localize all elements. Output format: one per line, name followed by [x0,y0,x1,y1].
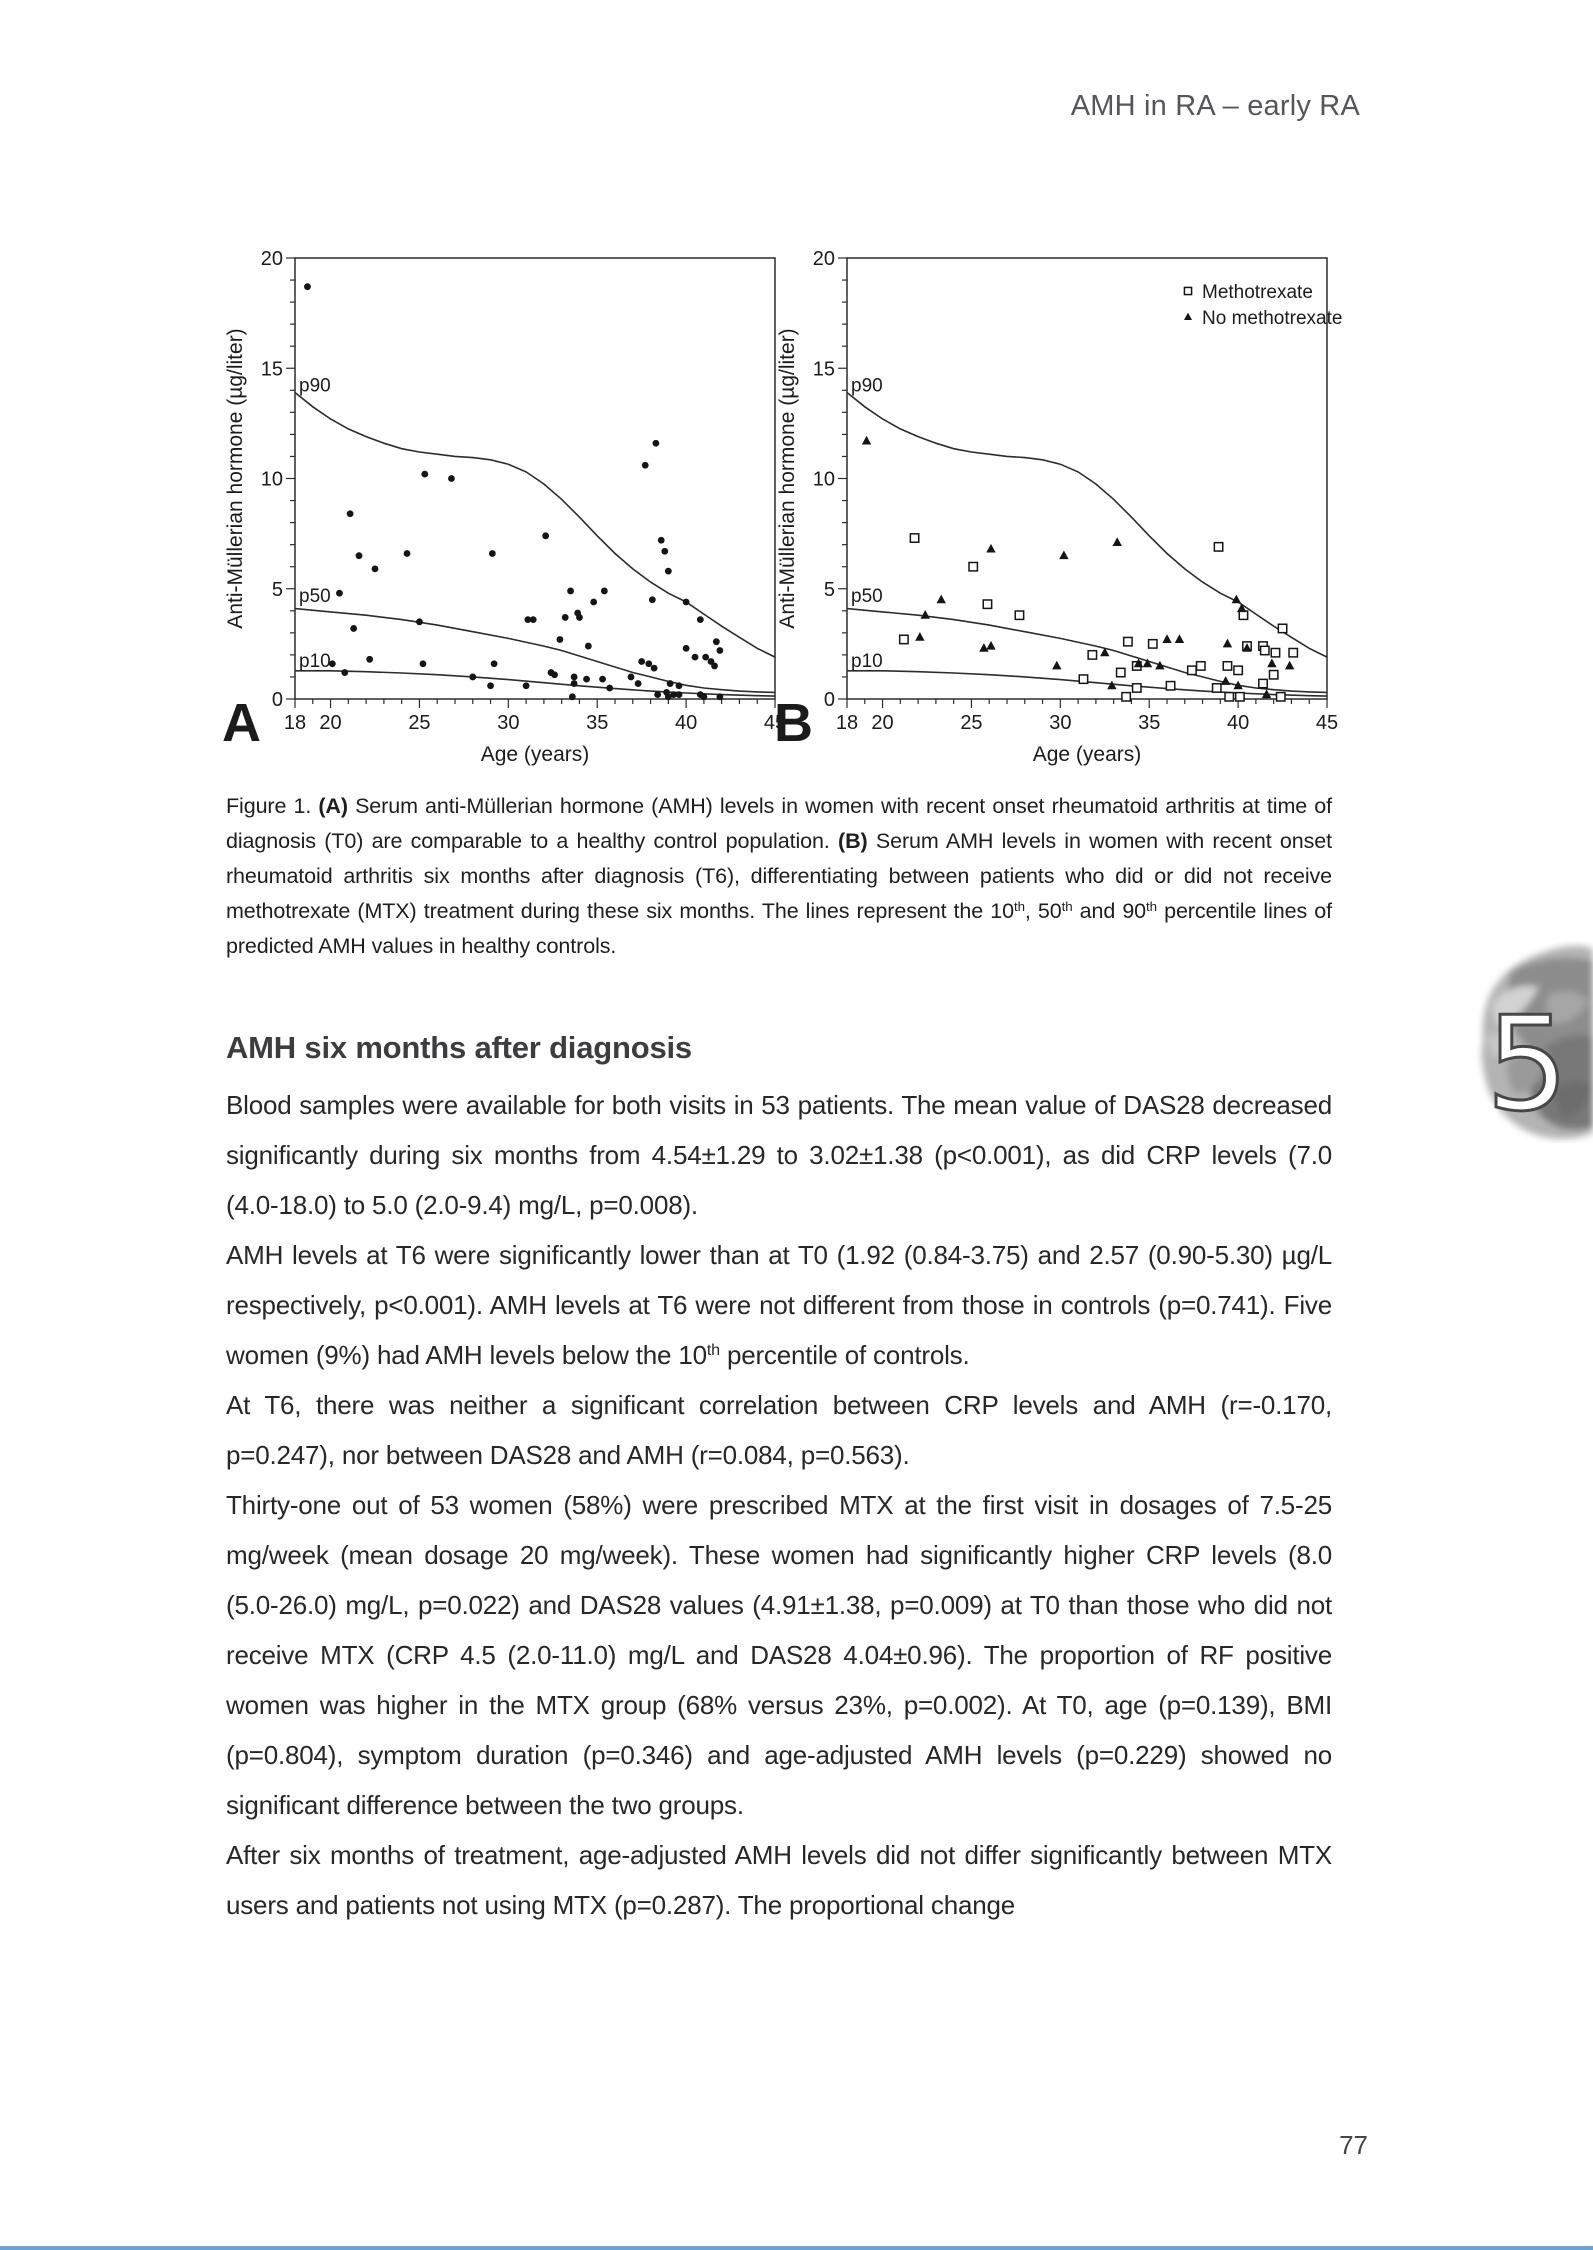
paragraph: AMH levels at T6 were significantly lowe… [226,1240,1332,1370]
chapter-tab: 5 [1453,941,1593,1143]
page-number: 77 [1339,2130,1368,2160]
svg-text:35: 35 [1138,712,1160,734]
svg-text:20: 20 [813,248,835,270]
body-text: Blood samples were available for both vi… [226,1080,1332,1930]
svg-text:p90: p90 [851,375,883,396]
svg-text:Anti-Müllerian hormone (µg/lit: Anti-Müllerian hormone (µg/liter) [224,328,247,628]
svg-text:40: 40 [675,712,697,734]
paragraph: Thirty-one out of 53 women (58%) were pr… [226,1490,1332,1820]
svg-text:p50: p50 [299,586,331,607]
svg-text:No methotrexate: No methotrexate [1202,308,1342,329]
svg-text:5: 5 [824,579,835,601]
svg-text:Age (years): Age (years) [481,743,590,766]
paragraph: After six months of treatment, age-adjus… [226,1840,1332,1920]
svg-text:5: 5 [272,579,283,601]
svg-text:Methotrexate: Methotrexate [1202,282,1313,303]
svg-text:30: 30 [497,712,519,734]
svg-text:B: B [774,693,813,753]
svg-text:p10: p10 [299,651,331,672]
svg-text:10: 10 [813,469,835,491]
svg-text:p50: p50 [851,586,883,607]
svg-text:p10: p10 [851,651,883,672]
svg-text:15: 15 [261,358,283,380]
chart-panel-B: 18 20 25 30 35 40 45 0 5 10 15 20 Age (years) Anti-Mü… [774,248,1342,766]
running-header: AMH in RA – early RA [1070,90,1360,122]
svg-text:35: 35 [586,712,608,734]
svg-text:25: 25 [408,712,430,734]
svg-text:Anti-Müllerian hormone (µg/lit: Anti-Müllerian hormone (µg/liter) [776,328,799,628]
svg-text:20: 20 [871,712,893,734]
svg-text:20: 20 [261,248,283,270]
svg-text:25: 25 [960,712,982,734]
svg-text:A: A [222,693,261,753]
figure-caption: Figure 1. (A) Serum anti-Müllerian hormo… [226,794,1332,958]
svg-text:0: 0 [824,689,835,711]
svg-text:18: 18 [836,712,858,734]
svg-text:15: 15 [813,358,835,380]
section-heading: AMH six months after diagnosis [226,1030,692,1065]
svg-text:40: 40 [1227,712,1249,734]
chapter-flower-image: 5 [1481,945,1593,1142]
svg-text:p90: p90 [299,375,331,396]
svg-text:0: 0 [272,689,283,711]
svg-text:30: 30 [1049,712,1071,734]
svg-text:45: 45 [764,712,786,734]
paragraph: Blood samples were available for both vi… [226,1090,1332,1220]
svg-text:10: 10 [261,469,283,491]
svg-text:20: 20 [319,712,341,734]
svg-text:45: 45 [1316,712,1338,734]
paragraph: At T6, there was neither a significant c… [226,1390,1332,1470]
svg-text:18: 18 [284,712,306,734]
chapter-number: 5 [1486,988,1569,1140]
svg-text:Age (years): Age (years) [1033,743,1142,766]
chart-panel-A: 18 20 25 30 35 40 45 0 5 10 15 20 Age (years) Anti-Mü… [222,248,786,766]
viewport-edge [0,2246,1593,2250]
